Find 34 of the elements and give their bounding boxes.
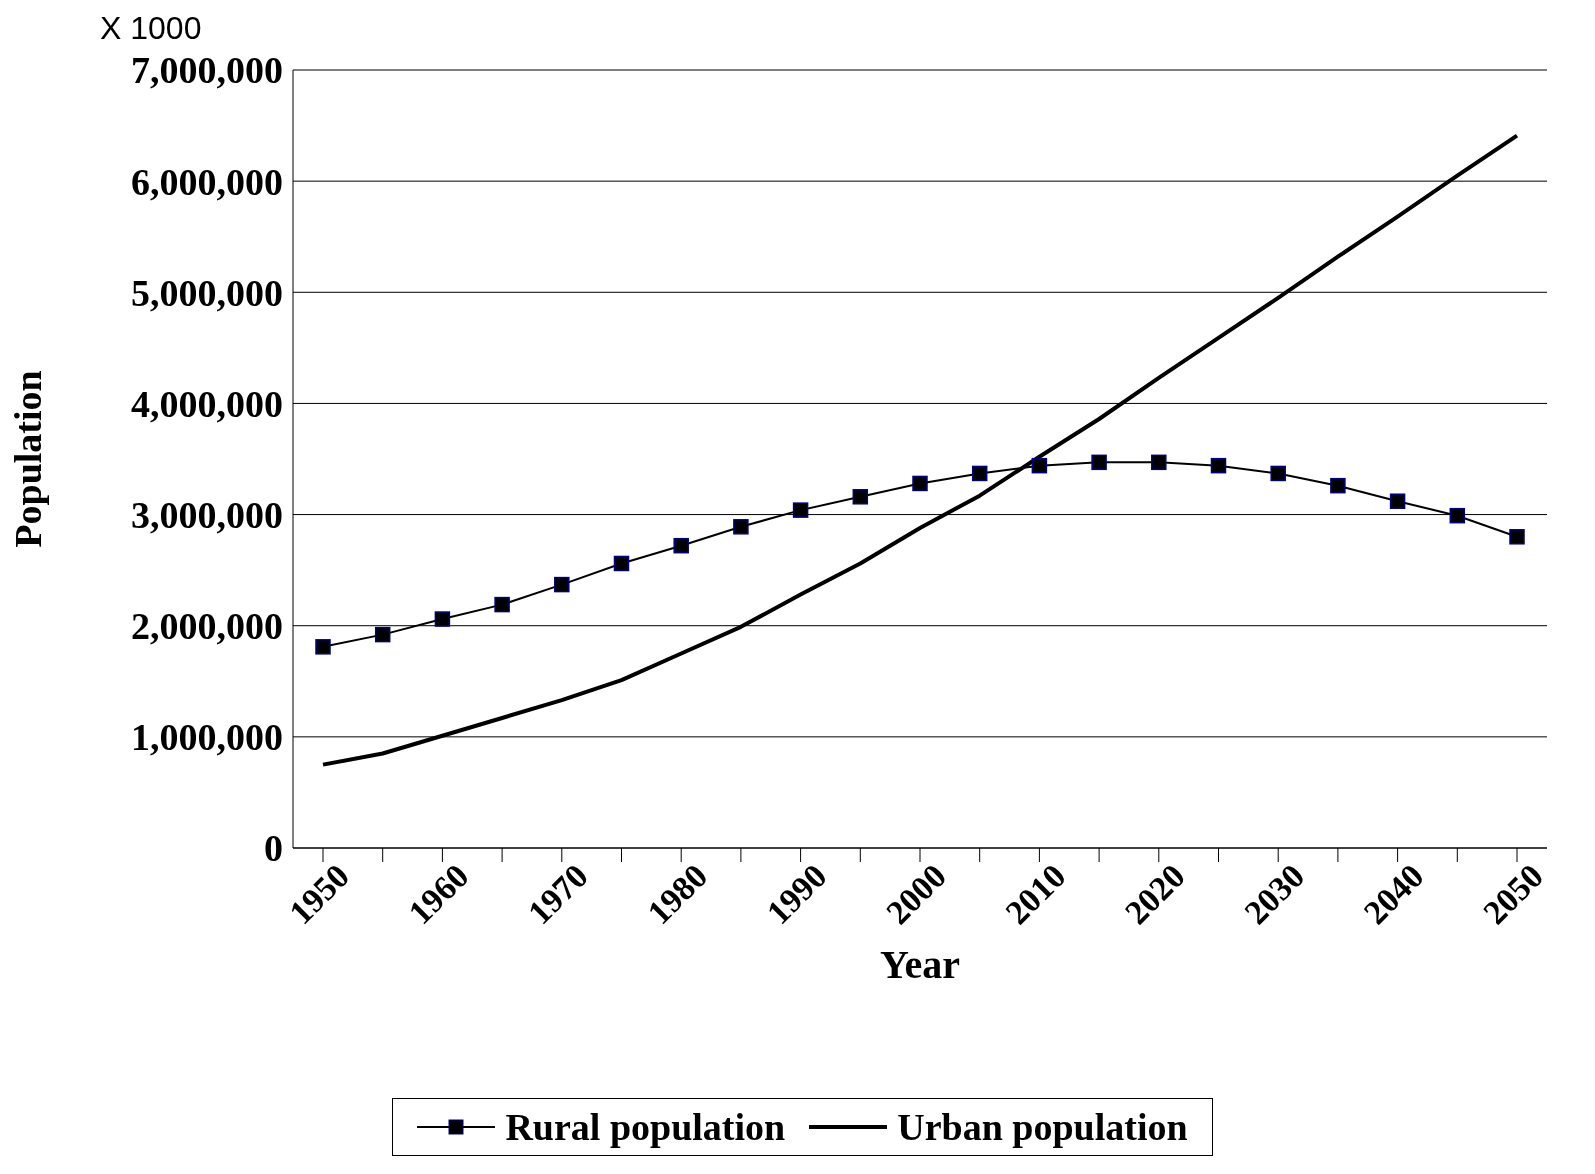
point — [1270, 465, 1286, 482]
y-tick-label: 7,000,000 — [131, 49, 283, 92]
y-tick-label: 5,000,000 — [131, 271, 283, 314]
point — [852, 489, 869, 505]
point — [1031, 457, 1048, 474]
point — [1091, 454, 1107, 471]
point — [1509, 529, 1525, 545]
point — [1330, 477, 1346, 494]
y-axis-title: Population — [7, 370, 50, 548]
point — [1210, 457, 1227, 474]
point — [494, 596, 510, 613]
y-tick-label: 3,000,000 — [131, 494, 283, 537]
point — [374, 626, 391, 643]
y-tick-label: 1,000,000 — [131, 716, 283, 759]
point — [554, 576, 570, 593]
y-tick-label: 0 — [264, 827, 283, 870]
point — [971, 465, 988, 482]
point — [792, 502, 809, 518]
point — [673, 537, 689, 554]
x-axis-title: Year — [880, 942, 960, 987]
point — [1449, 507, 1466, 524]
y-tick-label: 6,000,000 — [131, 160, 283, 203]
y-tick-label: 2,000,000 — [131, 605, 283, 648]
point — [434, 611, 451, 627]
point — [1151, 454, 1167, 471]
point — [912, 475, 928, 492]
point — [1389, 493, 1406, 509]
text: X 1000 — [100, 10, 202, 47]
y-tick-label: 4,000,000 — [131, 382, 283, 425]
legend-label: Rural population — [504, 1105, 786, 1149]
point — [315, 639, 331, 655]
point — [733, 519, 749, 535]
point — [613, 555, 630, 572]
legend-label: Urban population — [896, 1105, 1188, 1149]
